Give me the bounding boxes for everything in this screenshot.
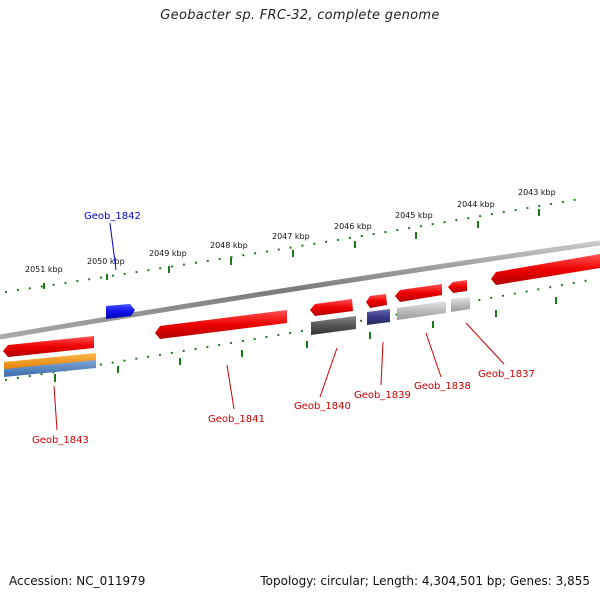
gene-label-geob-1837[interactable]: Geob_1837 xyxy=(478,369,535,380)
scale-label: 2050 kbp xyxy=(87,257,125,266)
gene-arrow-geob-1843[interactable] xyxy=(3,336,94,357)
gene-label-geob-1843[interactable]: Geob_1843 xyxy=(32,435,89,446)
genome-backbone xyxy=(0,240,600,340)
leader-geob-1840 xyxy=(319,347,338,398)
leader-geob-1841 xyxy=(226,364,235,410)
feature-track-shaded xyxy=(4,297,470,377)
leader-geob-1837 xyxy=(465,322,505,365)
gene-arrow-geob-1841[interactable] xyxy=(155,310,287,339)
scale-label: 2045 kbp xyxy=(395,211,433,220)
page-title: Geobacter sp. FRC-32, complete genome xyxy=(160,8,440,23)
leader-geob-1843 xyxy=(53,385,58,431)
scale-label: 2049 kbp xyxy=(149,249,187,258)
gene-arrow-geob-1840[interactable] xyxy=(310,299,353,316)
feature-block-light-small[interactable] xyxy=(451,297,470,312)
scale-label: 2048 kbp xyxy=(210,241,248,250)
label-leaders xyxy=(53,222,505,431)
accession-text: Accession: NC_011979 xyxy=(9,574,146,588)
gene-label-geob-1841[interactable]: Geob_1841 xyxy=(208,414,265,425)
feature-block-orange[interactable] xyxy=(4,353,96,371)
scale-label: 2046 kbp xyxy=(334,222,372,231)
leader-geob-1839 xyxy=(380,341,384,386)
gene-arrow-geob-1839[interactable] xyxy=(366,294,387,308)
scale-label: 2047 kbp xyxy=(272,232,310,241)
reverse-strand-features xyxy=(3,310,287,357)
leader-geob-1842 xyxy=(109,222,117,271)
gene-label-geob-1838[interactable]: Geob_1838 xyxy=(414,381,471,392)
gene-arrow-geob-1838[interactable] xyxy=(395,284,442,302)
gene-label-geob-1840[interactable]: Geob_1840 xyxy=(294,401,351,412)
scale-label: 2044 kbp xyxy=(457,200,495,209)
scale-label: 2051 kbp xyxy=(25,265,63,274)
gene-labels: Geob_1842 Geob_1843 Geob_1841 Geob_1840 … xyxy=(32,211,535,446)
inner-scale-ticks xyxy=(4,279,591,382)
outer-scale-ticks xyxy=(4,197,586,293)
scale-labels: 2051 kbp 2050 kbp 2049 kbp 2048 kbp 2047… xyxy=(25,188,556,274)
gene-arrow-geob-1842[interactable] xyxy=(106,304,135,319)
scale-label: 2043 kbp xyxy=(518,188,556,197)
gene-label-geob-1839[interactable]: Geob_1839 xyxy=(354,390,411,401)
gene-arrow-right-edge[interactable] xyxy=(491,254,600,285)
forward-strand-features xyxy=(106,254,600,319)
feature-block-navy[interactable] xyxy=(367,309,390,325)
genome-summary-text: Topology: circular; Length: 4,304,501 bp… xyxy=(260,574,590,588)
feature-block-light[interactable] xyxy=(397,301,446,320)
feature-block-steel[interactable] xyxy=(4,360,96,377)
gene-label-geob-1842[interactable]: Geob_1842 xyxy=(84,211,141,222)
leader-geob-1838 xyxy=(425,332,442,378)
gene-arrow-geob-1837[interactable] xyxy=(448,280,467,293)
feature-block-dark[interactable] xyxy=(311,316,356,335)
